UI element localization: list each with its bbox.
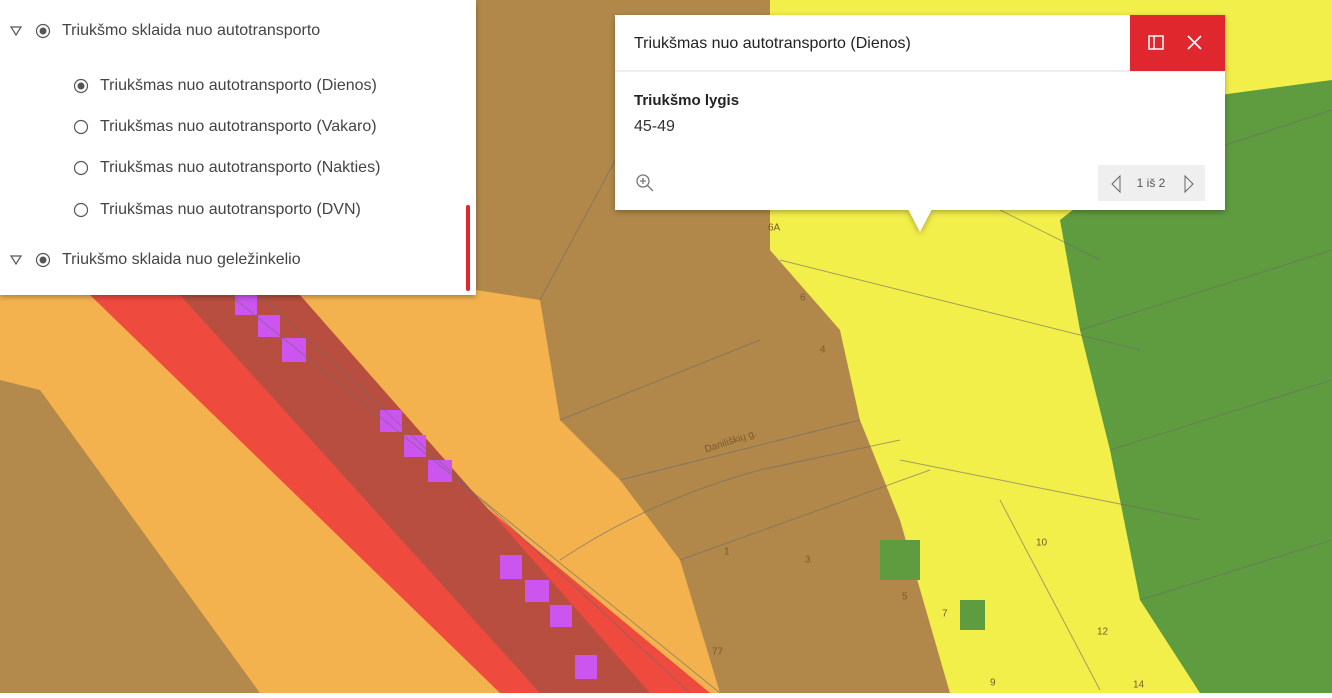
pager-text: 1 iš 2 bbox=[1137, 176, 1166, 190]
house-number: 5 bbox=[902, 592, 908, 603]
house-number: 6A bbox=[768, 223, 781, 234]
layer-list: Triukšmo sklaida nuo autotransporto Triu… bbox=[0, 0, 476, 295]
layer-group[interactable]: Triukšmo sklaida nuo autotransporto bbox=[62, 22, 320, 39]
layer-group[interactable]: Triukšmo sklaida nuo geležinkelio bbox=[62, 251, 301, 268]
house-number: 14 bbox=[1133, 680, 1145, 691]
house-number: 4 bbox=[820, 345, 826, 356]
house-number: 9 bbox=[990, 678, 996, 689]
house-number: 77 bbox=[712, 647, 724, 658]
map-view: Daniliškių g. 6A 6 4 1 3 5 7 10 12 14 77… bbox=[0, 0, 1332, 693]
layer-item[interactable]: Triukšmas nuo autotransporto (Dienos) bbox=[100, 77, 377, 94]
popup: Triukšmas nuo autotransporto (Dienos) Tr… bbox=[615, 15, 1225, 232]
house-number: 12 bbox=[1097, 627, 1109, 638]
field-label: Triukšmo lygis bbox=[634, 92, 739, 109]
house-number: 1 bbox=[724, 547, 730, 558]
field-value: 45-49 bbox=[634, 118, 675, 135]
layer-item[interactable]: Triukšmas nuo autotransporto (DVN) bbox=[100, 201, 361, 218]
layer-item[interactable]: Triukšmas nuo autotransporto (Vakaro) bbox=[100, 118, 377, 135]
layer-item[interactable]: Triukšmas nuo autotransporto (Nakties) bbox=[100, 159, 380, 176]
house-number: 3 bbox=[805, 555, 811, 566]
house-number: 10 bbox=[1036, 538, 1048, 549]
popup-actions bbox=[1130, 15, 1225, 71]
house-number: 6 bbox=[800, 293, 806, 304]
house-number: 7 bbox=[942, 609, 948, 620]
popup-title: Triukšmas nuo autotransporto (Dienos) bbox=[634, 35, 911, 52]
